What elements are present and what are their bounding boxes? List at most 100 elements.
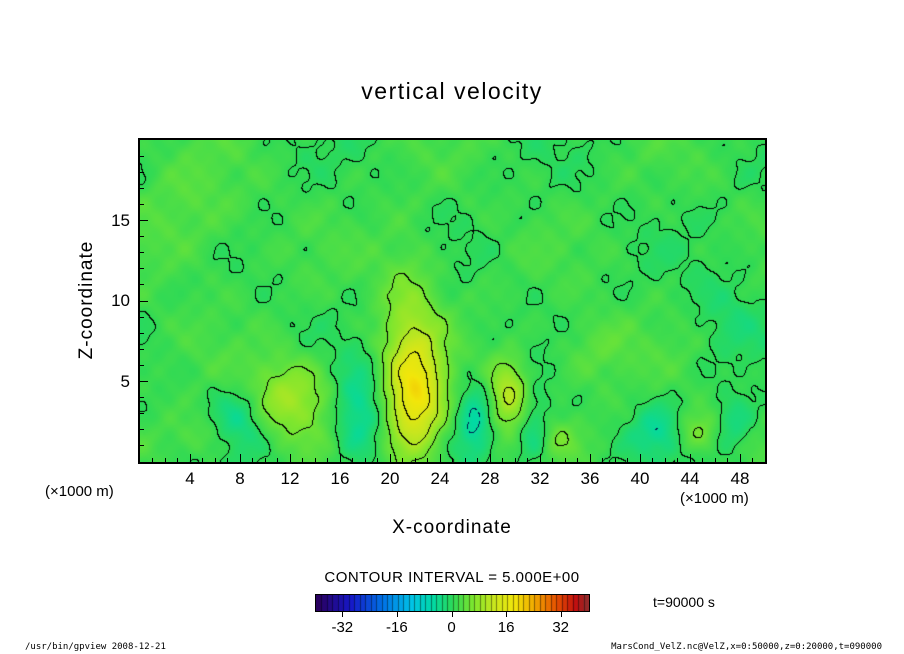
z-tick-label: 10 (111, 291, 130, 310)
time-label: t=90000 s (653, 594, 715, 610)
x-axis-minor-tick (602, 458, 603, 462)
z-axis-minor-tick (140, 445, 144, 447)
z-axis-minor-tick (140, 413, 144, 415)
colorbar-tick (451, 612, 453, 617)
x-tick-label: 32 (530, 469, 550, 488)
x-axis-major-tick (239, 454, 241, 462)
z-axis-minor-tick (140, 348, 144, 350)
z-axis-minor-tick (140, 429, 144, 431)
x-axis-major-tick (689, 454, 691, 462)
contour-plot-frame (138, 138, 767, 464)
colorbar-tick-label: 16 (497, 619, 515, 636)
z-axis-minor-tick (140, 268, 144, 270)
z-axis-minor-tick (140, 332, 144, 334)
x-axis-minor-tick (252, 458, 253, 462)
x-tick-label: 28 (480, 469, 500, 488)
x-axis-unit: (×1000 m) (680, 490, 749, 507)
colorbar-tick (396, 612, 398, 617)
x-axis-minor-tick (614, 458, 616, 462)
x-axis-minor-tick (552, 458, 553, 462)
x-tick-label: 44 (680, 469, 700, 488)
x-axis-minor-tick (514, 458, 516, 462)
x-axis-minor-tick (727, 458, 728, 462)
colorbar-tick (342, 612, 344, 617)
x-axis-minor-tick (152, 458, 153, 462)
x-axis-minor-tick (277, 458, 278, 462)
x-axis-minor-tick (402, 458, 403, 462)
x-axis-minor-tick (352, 458, 353, 462)
x-tick-label: 12 (280, 469, 300, 488)
z-axis-minor-tick (140, 364, 144, 366)
z-axis-minor-tick (140, 284, 144, 286)
colorbar-tick-label: 32 (552, 619, 570, 636)
z-axis-minor-tick (140, 397, 144, 399)
x-axis-minor-tick (214, 458, 216, 462)
x-axis-major-tick (389, 454, 391, 462)
plot-title: vertical velocity (361, 78, 543, 104)
contour-interval-text: CONTOUR INTERVAL = 5.000E+00 (324, 569, 580, 586)
x-axis-minor-tick (527, 458, 528, 462)
x-axis-minor-tick (377, 458, 378, 462)
x-axis-minor-tick (227, 458, 228, 462)
z-axis-minor-tick (140, 236, 144, 238)
x-axis-minor-tick (202, 458, 203, 462)
x-axis-major-tick (639, 454, 641, 462)
z-axis-unit: (×1000 m) (45, 483, 114, 500)
x-axis-minor-tick (714, 458, 716, 462)
x-axis-minor-tick (302, 458, 303, 462)
x-axis-minor-tick (464, 458, 466, 462)
x-axis-label: X-coordinate (392, 517, 512, 538)
z-tick-label: 15 (111, 210, 130, 230)
x-tick-label: 16 (330, 469, 350, 488)
z-axis-minor-tick (140, 187, 144, 189)
x-axis-minor-tick (652, 458, 653, 462)
x-axis-minor-tick (564, 458, 566, 462)
x-axis-minor-tick (327, 458, 328, 462)
x-tick-label: 36 (580, 469, 600, 488)
z-axis-major-tick (140, 381, 148, 382)
x-axis-minor-tick (677, 458, 678, 462)
x-tick-label: 40 (630, 469, 650, 488)
x-axis-minor-tick (427, 458, 428, 462)
colorbar-tick-label: 0 (447, 619, 456, 636)
colorbar-tick-label: -16 (386, 619, 408, 636)
x-axis-minor-tick (414, 458, 416, 462)
x-axis-minor-tick (627, 458, 628, 462)
x-axis-major-tick (439, 454, 441, 462)
footer-command-text: /usr/bin/gpview 2008-12-21 (25, 642, 166, 652)
x-tick-label: 4 (185, 469, 195, 488)
z-axis-minor-tick (140, 252, 144, 254)
x-axis-major-tick (339, 454, 341, 462)
x-axis-major-tick (739, 454, 741, 462)
x-tick-label: 24 (430, 469, 450, 488)
colorbar (315, 594, 590, 612)
x-axis-minor-tick (164, 458, 166, 462)
x-axis-minor-tick (577, 458, 578, 462)
x-axis-minor-tick (364, 458, 366, 462)
z-axis-major-tick (140, 300, 148, 302)
x-axis-major-tick (489, 454, 491, 462)
footer-source-text: MarsCond_VelZ.nc@VelZ,x=0:50000,z=0:2000… (611, 642, 882, 652)
x-axis-major-tick (189, 454, 191, 462)
colorbar-tick (506, 612, 508, 617)
x-tick-label: 20 (380, 469, 400, 488)
colorbar-canvas (316, 595, 589, 611)
x-tick-label: 48 (730, 469, 750, 488)
x-axis-minor-tick (702, 458, 703, 462)
x-axis-minor-tick (452, 458, 453, 462)
x-axis-minor-tick (264, 458, 266, 462)
contour-field-canvas (140, 140, 765, 462)
z-axis-major-tick (140, 220, 148, 221)
x-axis-minor-tick (477, 458, 478, 462)
x-axis-major-tick (539, 454, 541, 462)
x-axis-minor-tick (314, 458, 316, 462)
z-axis-minor-tick (140, 155, 144, 157)
z-axis-minor-tick (140, 203, 144, 205)
x-axis-minor-tick (502, 458, 503, 462)
colorbar-tick-label: -32 (331, 619, 354, 636)
z-axis-minor-tick (140, 171, 144, 173)
z-axis-minor-tick (140, 316, 144, 318)
x-axis-major-tick (589, 454, 591, 462)
x-axis-major-tick (289, 454, 291, 462)
